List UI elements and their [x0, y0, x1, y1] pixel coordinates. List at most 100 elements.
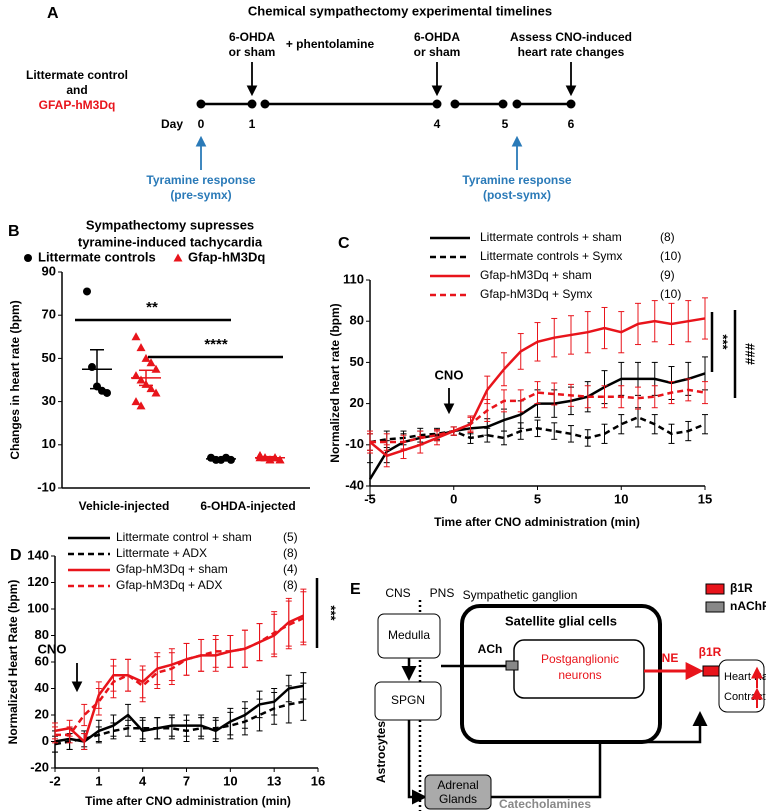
note: or sham: [414, 45, 461, 59]
label: Medulla: [388, 628, 430, 642]
legend-swatch: [705, 601, 725, 613]
label: SPGN: [391, 693, 425, 707]
legend-n: (8): [283, 578, 298, 592]
series-line: [54, 684, 304, 743]
point: [131, 397, 141, 406]
point: [131, 332, 141, 341]
day-label: Day: [161, 117, 183, 131]
glia-box: [460, 604, 662, 744]
point: [227, 455, 235, 464]
label: NE: [662, 651, 679, 665]
note: 6-OHDA: [229, 30, 275, 44]
cohort: Littermate control: [26, 68, 128, 82]
point: [136, 375, 146, 384]
chart-title: tyramine-induced tachycardia: [78, 234, 263, 249]
series-line: [54, 614, 304, 744]
annotation: ***: [324, 605, 339, 621]
legend-label: Gfap-hM3Dq + Symx: [480, 287, 592, 301]
point: [141, 353, 151, 362]
x-tick-label: 7: [183, 773, 190, 788]
legend-n: (10): [660, 249, 681, 263]
x-tick-label: 1: [95, 773, 102, 788]
x-tick-label: -2: [49, 773, 61, 788]
panel-letter: B: [8, 223, 20, 240]
legend-label: β1R: [730, 581, 753, 595]
y-tick-label: 10: [42, 436, 56, 451]
annotation: ***: [716, 334, 731, 350]
arrow: [407, 720, 427, 805]
y-tick-label: 90: [42, 263, 56, 278]
label: PNS: [430, 586, 455, 600]
point: [151, 364, 161, 373]
note: heart rate changes: [518, 45, 625, 59]
legend-label: Gfap-hM3Dq + sham: [480, 268, 592, 282]
chart-title: Sympathectomy supresses: [86, 217, 254, 232]
day: 5: [502, 117, 509, 131]
note: Tyramine response: [146, 173, 255, 187]
y-tick-label: 110: [343, 271, 364, 286]
series-line: [370, 388, 706, 444]
x-tick-label: 5: [534, 491, 541, 506]
point: [151, 388, 161, 397]
note: Assess CNO-induced: [510, 30, 632, 44]
y-tick-label: 140: [27, 547, 49, 562]
point: [83, 287, 91, 296]
day: 1: [249, 117, 256, 131]
series-line: [54, 700, 304, 746]
nachr: [505, 660, 519, 671]
label: Satellite glial cells: [505, 613, 617, 628]
annotation: ****: [204, 336, 228, 353]
y-tick-label: -40: [345, 477, 364, 492]
x-tick-label: 13: [267, 773, 281, 788]
legend-label: Gfap-hM3Dq + ADX: [116, 578, 222, 592]
y-tick-label: 20: [35, 706, 49, 721]
x-tick-label: 10: [614, 491, 628, 506]
x-tick-label: Vehicle-injected: [79, 499, 170, 513]
note: or sham: [229, 45, 276, 59]
label: ACh: [478, 642, 503, 656]
panel-letter: C: [338, 235, 350, 252]
point: [24, 254, 32, 262]
note: 6-OHDA: [414, 30, 460, 44]
y-tick-label: 40: [35, 680, 49, 695]
point: [275, 455, 285, 464]
legend-n: (8): [660, 230, 675, 244]
panel-e: E CNS PNS Sympathetic ganglion Satellite…: [350, 581, 766, 811]
cohort: and: [66, 83, 87, 97]
legend-label: Littermate controls + sham: [480, 230, 622, 244]
label: Adrenal: [437, 778, 478, 792]
y-tick-label: 30: [42, 393, 56, 408]
point: [146, 384, 156, 393]
legend-label: Littermate control + sham: [116, 530, 252, 544]
point: [136, 401, 146, 410]
cohort: GFAP-hM3Dq: [39, 98, 116, 112]
y-axis-label: Normalized heart rate (bpm): [328, 303, 342, 462]
y-axis-label: Normalized Heart Rate (bpm): [6, 580, 20, 745]
point: [173, 253, 183, 262]
panel-letter: D: [10, 547, 22, 564]
x-tick-label: -5: [364, 491, 376, 506]
y-tick-label: 70: [42, 307, 56, 322]
y-tick-label: -10: [37, 479, 56, 494]
point: [136, 343, 146, 352]
y-tick-label: 80: [35, 627, 49, 642]
y-axis-label: Changes in heart rate (bpm): [8, 300, 22, 459]
legend-n: (9): [660, 268, 675, 282]
series-line: [369, 317, 706, 458]
y-tick-label: 100: [27, 600, 49, 615]
y-tick-label: 120: [27, 574, 49, 589]
label: Sympathetic ganglion: [463, 588, 578, 602]
annotation: CNO: [435, 367, 464, 382]
y-tick-label: 60: [35, 653, 49, 668]
label: CNS: [385, 586, 410, 600]
label: Astrocytes: [374, 721, 388, 783]
label: β1R: [699, 645, 722, 659]
day: 0: [198, 117, 205, 131]
annotation: ###: [743, 343, 758, 365]
arrow: [490, 711, 708, 799]
y-tick-label: 50: [350, 354, 364, 369]
annotation: CNO: [38, 641, 67, 656]
x-tick-label: 4: [139, 773, 147, 788]
x-tick-label: 16: [311, 773, 325, 788]
